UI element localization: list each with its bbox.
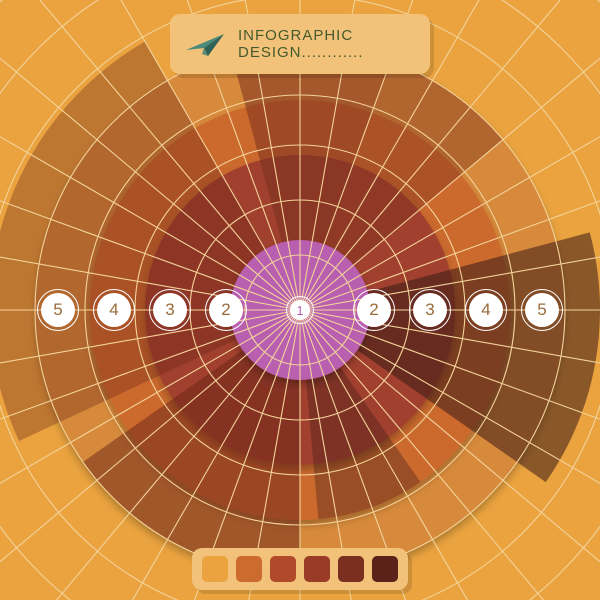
- header-line1: INFOGRAPHIC: [238, 27, 364, 44]
- legend-box: [192, 548, 408, 590]
- legend-swatch: [338, 556, 364, 582]
- header-box: INFOGRAPHIC DESIGN............: [170, 14, 430, 74]
- legend-swatch: [372, 556, 398, 582]
- legend-swatch: [202, 556, 228, 582]
- header-line2: DESIGN............: [238, 44, 364, 61]
- legend-swatch: [236, 556, 262, 582]
- paper-plane-icon: [184, 22, 228, 66]
- infographic-canvas: [0, 0, 600, 600]
- legend-swatch: [270, 556, 296, 582]
- legend-swatch: [304, 556, 330, 582]
